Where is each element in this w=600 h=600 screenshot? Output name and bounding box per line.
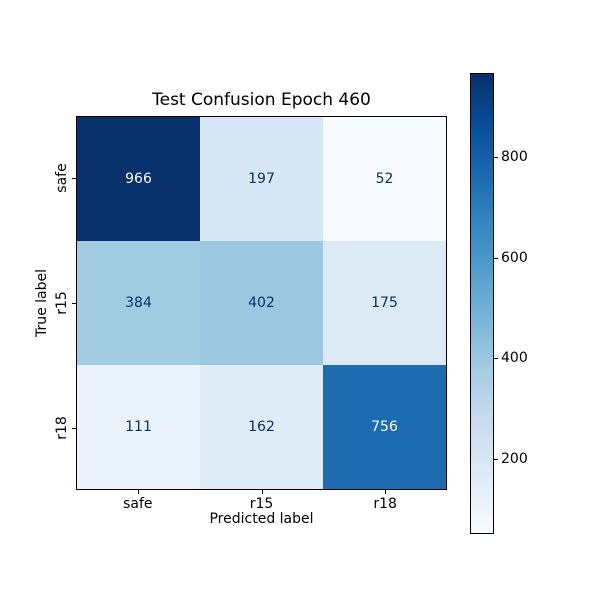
cell-value: 756 — [371, 419, 398, 435]
y-tick-mark — [72, 303, 76, 304]
y-tick-label: r15 — [54, 291, 70, 315]
cell-value: 52 — [375, 171, 394, 187]
heatmap-cell: 175 — [323, 241, 446, 365]
heatmap-cell: 384 — [77, 241, 200, 365]
heatmap-axes: 966 197 52 384 402 175 111 162 756 — [76, 116, 447, 490]
colorbar-tick-mark — [494, 156, 498, 158]
colorbar-tick-mark — [494, 459, 498, 461]
heatmap-cell: 756 — [323, 365, 446, 489]
heatmap-grid: 966 197 52 384 402 175 111 162 756 — [77, 117, 446, 489]
x-tick-mark — [137, 490, 139, 494]
cell-value: 197 — [248, 171, 275, 187]
heatmap-cell: 402 — [200, 241, 323, 365]
heatmap-cell: 52 — [323, 117, 446, 241]
x-tick-label: safe — [123, 496, 153, 512]
colorbar — [470, 73, 494, 534]
heatmap-cell: 197 — [200, 117, 323, 241]
colorbar-tick-label: 400 — [501, 350, 528, 367]
cell-value: 111 — [125, 419, 152, 435]
cell-value: 162 — [248, 419, 275, 435]
chart-title: Test Confusion Epoch 460 — [152, 90, 371, 110]
x-axis-label: Predicted label — [209, 511, 314, 527]
y-tick-label: safe — [54, 163, 70, 194]
cell-value: 402 — [248, 295, 275, 311]
y-tick-mark — [72, 178, 76, 180]
cell-value: 384 — [125, 295, 152, 311]
cell-value: 175 — [371, 295, 398, 311]
y-axis-label: True label — [34, 268, 50, 338]
y-tick-mark — [72, 427, 76, 429]
cell-value: 966 — [125, 171, 152, 187]
heatmap-cell: 966 — [77, 117, 200, 241]
heatmap-cell: 111 — [77, 365, 200, 489]
x-tick-label: r18 — [373, 496, 397, 512]
x-tick-mark — [385, 490, 387, 494]
x-tick-mark — [261, 490, 263, 494]
colorbar-tick-label: 800 — [501, 148, 528, 165]
colorbar-tick-mark — [494, 358, 498, 360]
colorbar-tick-label: 600 — [501, 249, 528, 266]
colorbar-tick-mark — [494, 257, 498, 259]
heatmap-cell: 162 — [200, 365, 323, 489]
x-tick-label: r15 — [249, 496, 274, 512]
y-tick-label: r18 — [54, 415, 70, 440]
colorbar-tick-label: 200 — [501, 451, 528, 468]
